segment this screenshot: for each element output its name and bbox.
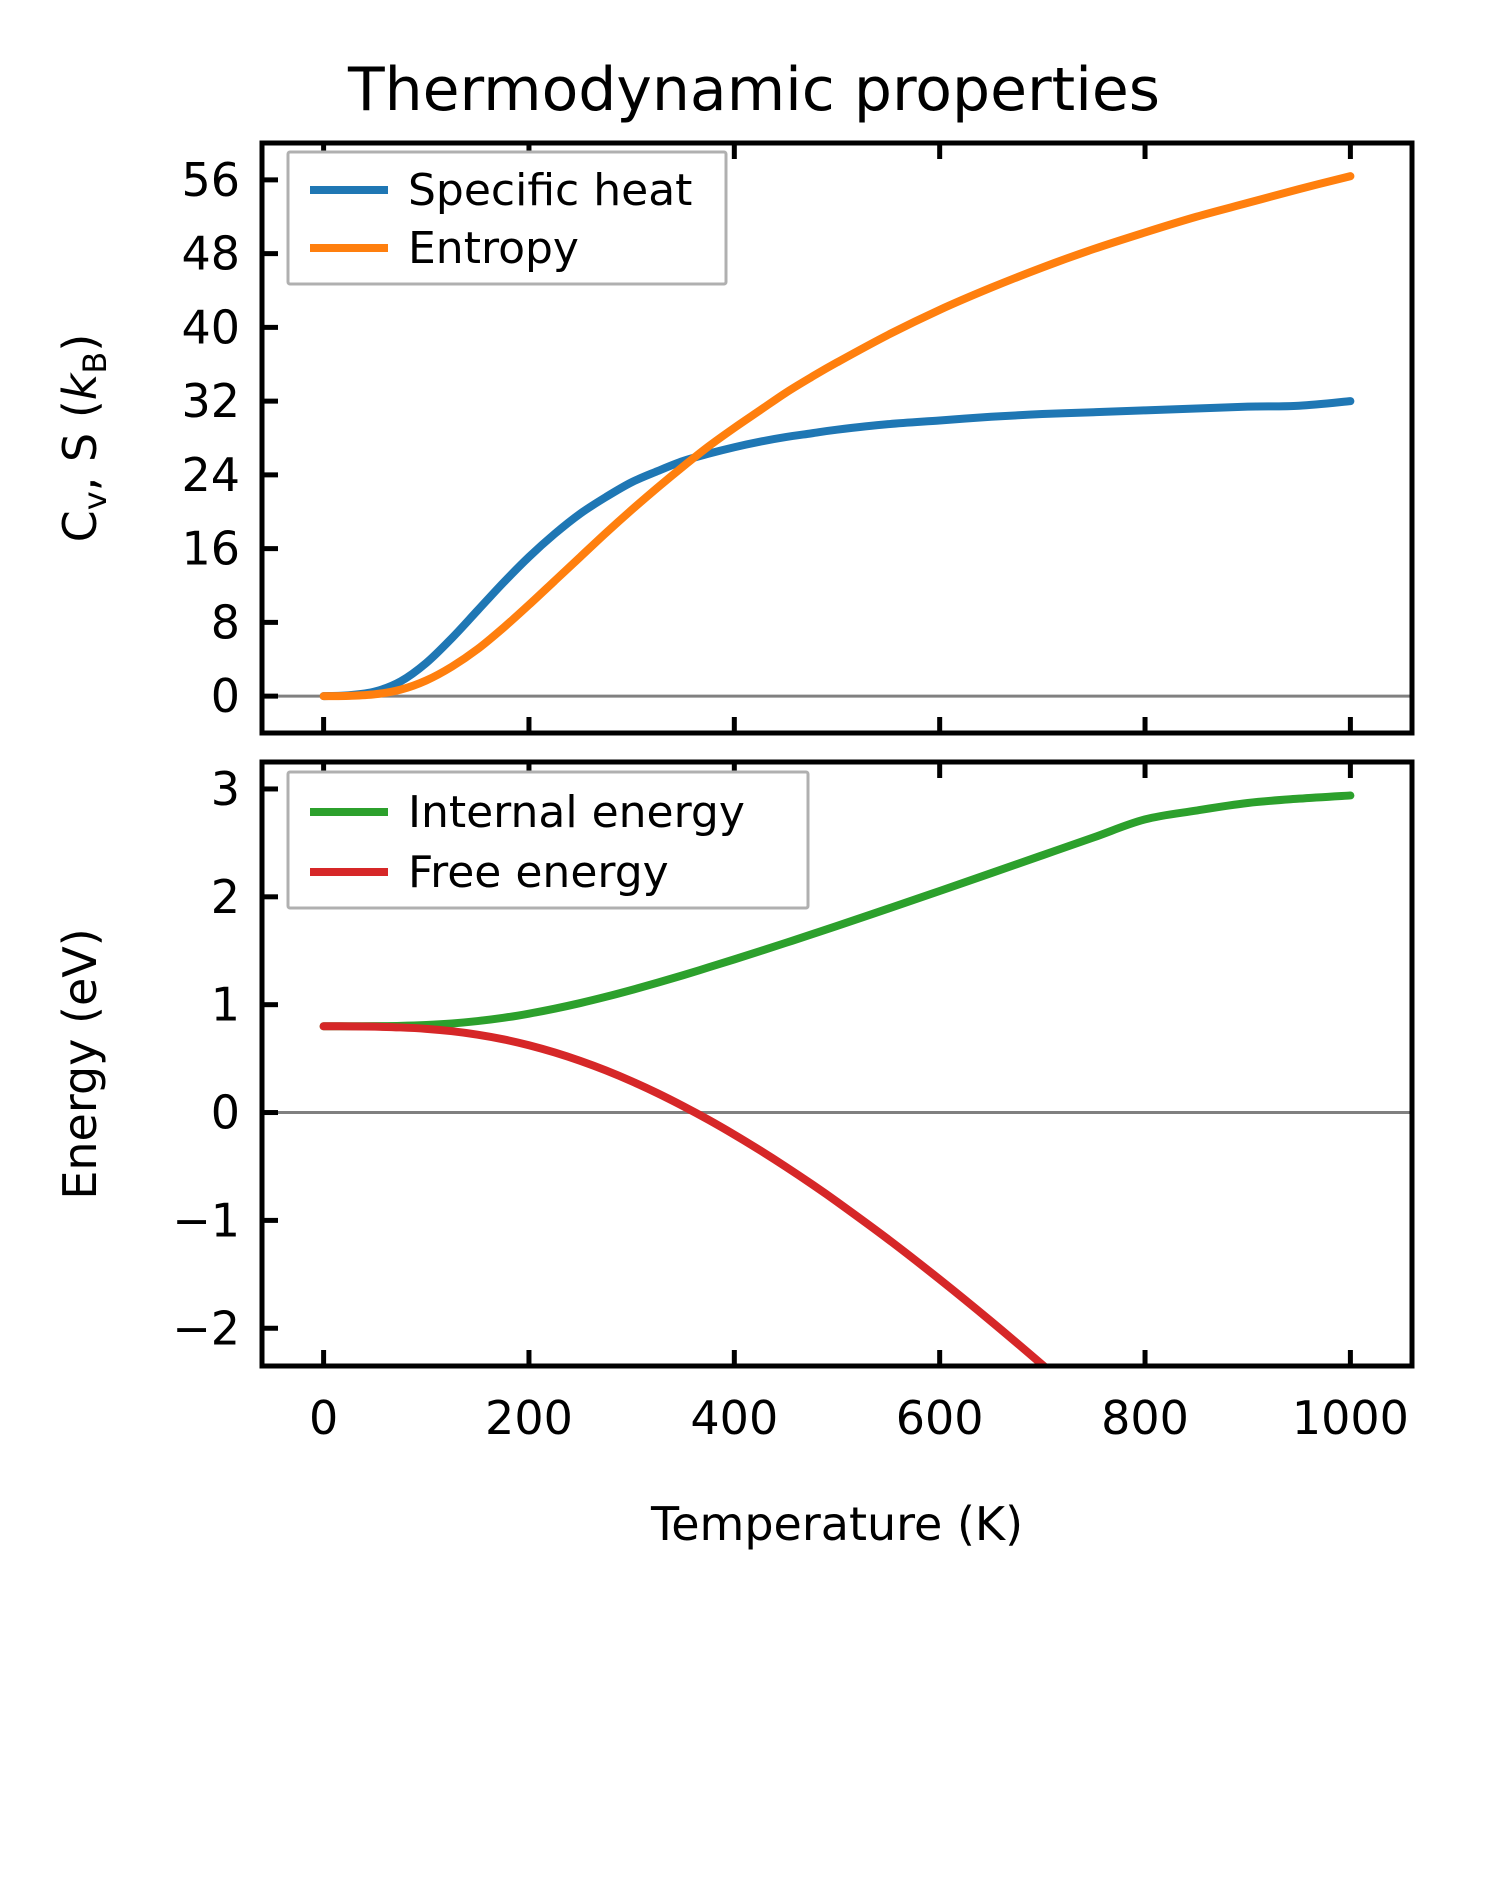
bottom-y-axis-label-text: Energy (eV): [53, 928, 107, 1199]
top-legend[interactable]: Specific heat Entropy: [286, 150, 728, 286]
bottom-axes-frame: [259, 759, 1415, 1369]
y-tick-label: 1: [211, 978, 240, 1032]
y-tick-label: 40: [181, 300, 240, 354]
y-tick-label: 16: [181, 522, 240, 576]
y-tick-label: 32: [181, 374, 240, 428]
x-tick-label: 200: [485, 1391, 573, 1445]
bottom-legend-box: [286, 770, 810, 910]
top-panel: 0 8 16 24 32 40 48 56 Cv, S (kB) Specific heat …: [53, 140, 1415, 736]
series-curve-specific-heat: [319, 397, 1355, 701]
top-y-axis-label: Cv, S (kB): [53, 334, 114, 543]
top-axes-frame: [259, 140, 1415, 736]
series-curve-entropy: [319, 172, 1355, 701]
bottom-x-tick-labels: 0 200 400 600 800 1000: [309, 1391, 1409, 1445]
y-tick-label: 2: [211, 870, 240, 924]
x-tick-label: 800: [1101, 1391, 1189, 1445]
bottom-panel: −2 −1 0 1 2 3 0 200 400 600 800 1000 Energy (eV) T…: [53, 759, 1415, 1551]
legend-label-free-energy: Free energy: [408, 847, 669, 898]
y-tick-label: 8: [211, 595, 240, 649]
legend-label-internal-energy: Internal energy: [408, 787, 745, 838]
x-axis-label: Temperature (K): [650, 1497, 1023, 1551]
top-y-tickmarks: [262, 177, 278, 699]
legend-label-specific-heat: Specific heat: [408, 165, 692, 216]
top-y-tick-labels: 0 8 16 24 32 40 48 56: [181, 153, 240, 723]
bottom-legend[interactable]: Internal energy Free energy: [286, 770, 810, 910]
x-tick-label: 400: [690, 1391, 778, 1445]
top-series-curves: [319, 172, 1355, 701]
y-tick-label: 24: [181, 448, 240, 502]
bottom-y-axis-label: Energy (eV): [53, 928, 107, 1199]
x-tick-label: 0: [309, 1391, 338, 1445]
bottom-y-tickmarks: [262, 786, 278, 1331]
y-tick-label: 3: [211, 762, 240, 816]
y-tick-label: 48: [181, 227, 240, 281]
y-tick-label: −1: [172, 1193, 240, 1247]
bottom-series-curves: [319, 791, 1355, 1366]
y-tick-label: −2: [172, 1301, 240, 1355]
x-tick-label: 600: [896, 1391, 984, 1445]
ylabel-c: C: [53, 510, 107, 542]
y-tick-label: 0: [211, 669, 240, 723]
y-tick-label: 56: [181, 153, 240, 207]
legend-label-entropy: Entropy: [408, 223, 579, 274]
series-curve-internal-energy: [319, 791, 1355, 1031]
series-curve-free-energy: [319, 1022, 1050, 1366]
x-tick-label: 1000: [1292, 1391, 1409, 1445]
top-legend-box: [286, 150, 728, 286]
svg-text:Cv, S (kB): Cv, S (kB): [53, 334, 114, 543]
page-title: Thermodynamic properties: [347, 55, 1160, 125]
y-tick-label: 0: [211, 1086, 240, 1140]
bottom-y-tick-labels: −2 −1 0 1 2 3: [172, 762, 240, 1355]
